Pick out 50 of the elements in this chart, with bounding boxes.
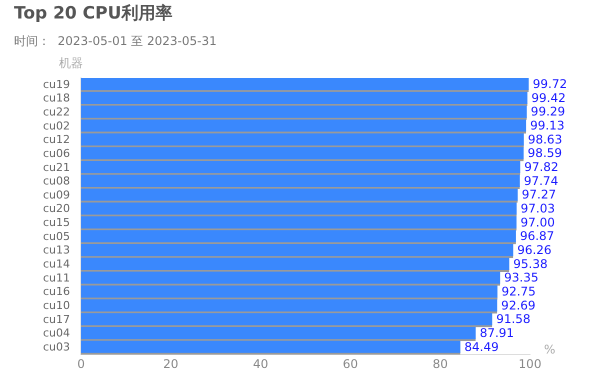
x-tick-label: 20 — [163, 356, 178, 371]
y-tick-label: cu16 — [42, 285, 70, 298]
x-tick-label: 80 — [432, 356, 448, 371]
data-label: 96.26 — [517, 243, 552, 257]
data-label: 92.69 — [501, 298, 536, 312]
y-tick-label: cu11 — [42, 271, 70, 284]
data-label: 93.35 — [504, 270, 538, 285]
y-tick-label: cu22 — [42, 105, 70, 118]
data-label: 96.87 — [520, 229, 554, 244]
data-label: 92.75 — [501, 284, 536, 298]
data-label: 95.38 — [513, 256, 548, 271]
data-label: 98.63 — [528, 132, 562, 146]
data-label: 84.49 — [464, 340, 499, 354]
x-axis-title: % — [544, 342, 556, 357]
y-tick-label: cu10 — [42, 299, 70, 312]
x-tick-label: 60 — [342, 356, 358, 371]
y-tick-label: cu15 — [42, 216, 70, 230]
y-tick-label: cu04 — [42, 326, 70, 340]
y-tick-label: cu05 — [42, 230, 70, 243]
data-label: 87.91 — [480, 326, 514, 340]
y-tick-label: cu03 — [42, 340, 70, 354]
data-label: 99.72 — [532, 77, 568, 92]
data-label: 99.29 — [530, 104, 566, 119]
data-label: 97.03 — [520, 202, 556, 216]
data-label: 98.59 — [528, 146, 562, 160]
y-tick-label: cu06 — [42, 146, 70, 160]
chart-subtitle: 时间： 2023-05-01 至 2023-05-31 — [14, 34, 217, 48]
data-label: 99.13 — [530, 118, 564, 133]
y-tick-label: cu17 — [42, 312, 70, 326]
x-tick-label: 40 — [252, 356, 268, 371]
data-label: 91.58 — [496, 312, 531, 326]
y-tick-label: cu21 — [42, 160, 70, 174]
y-tick-label: cu08 — [42, 174, 70, 188]
y-tick-label: cu18 — [42, 92, 70, 105]
y-tick-label: cu14 — [42, 258, 70, 271]
data-label: 99.42 — [531, 90, 566, 105]
y-tick-label: cu02 — [42, 119, 70, 132]
y-axis-title: 机器 — [59, 56, 84, 70]
data-label: 97.74 — [524, 174, 558, 188]
data-label: 97.00 — [520, 215, 555, 230]
y-tick-label: cu13 — [42, 244, 70, 257]
y-tick-label: cu09 — [42, 188, 70, 202]
x-tick-label: 100 — [518, 356, 542, 371]
x-tick-label: 0 — [77, 356, 85, 371]
data-label: 97.82 — [524, 160, 559, 174]
data-label: 97.27 — [522, 188, 556, 202]
y-tick-label: cu12 — [42, 133, 70, 146]
chart-title: Top 20 CPU利用率 — [14, 3, 172, 24]
y-tick-label: cu20 — [42, 202, 70, 216]
y-tick-label: cu19 — [42, 78, 70, 91]
